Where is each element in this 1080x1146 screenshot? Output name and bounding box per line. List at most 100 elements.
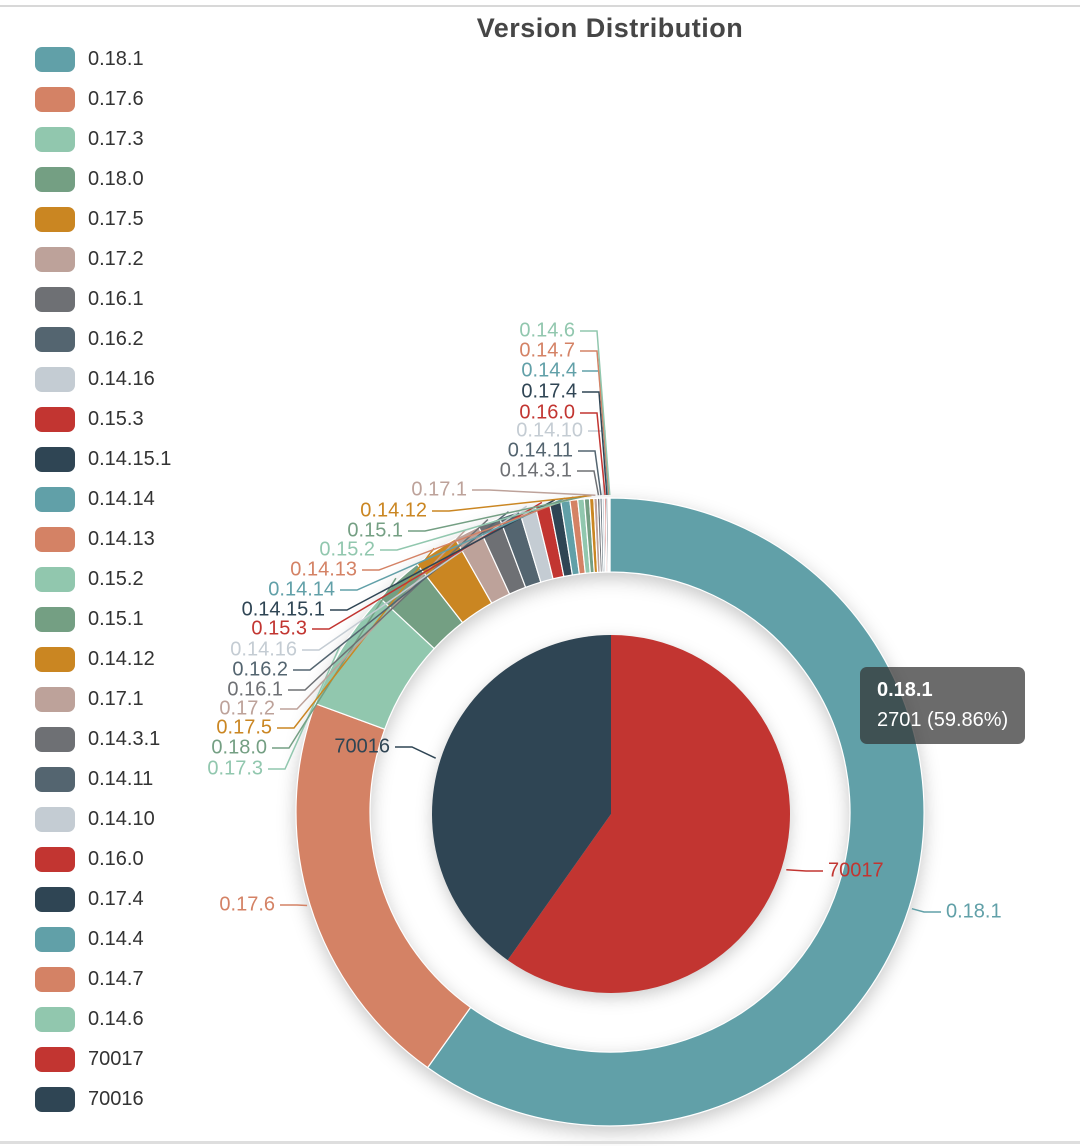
legend-item-0.14.11[interactable]: 0.14.11	[35, 767, 171, 792]
legend-swatch	[35, 847, 75, 872]
legend-swatch	[35, 367, 75, 392]
label-leader-line	[302, 505, 528, 651]
label-leader-line	[580, 412, 606, 496]
legend-item-0.18.1[interactable]: 0.18.1	[35, 47, 171, 72]
legend-item-0.14.4[interactable]: 0.14.4	[35, 927, 171, 952]
slice-label-0.14.15.1: 0.14.15.1	[242, 598, 325, 620]
legend-swatch	[35, 487, 75, 512]
legend-item-label: 0.17.3	[88, 128, 144, 150]
legend-swatch	[35, 327, 75, 352]
legend-swatch	[35, 127, 75, 152]
legend-item-0.18.0[interactable]: 0.18.0	[35, 167, 171, 192]
legend-item-0.16.2[interactable]: 0.16.2	[35, 327, 171, 352]
pie-slice-70017[interactable]	[507, 635, 791, 993]
label-leader-line	[786, 869, 823, 872]
legend-item-0.14.6[interactable]: 0.14.6	[35, 1007, 171, 1032]
slice-label-0.14.7: 0.14.7	[519, 339, 575, 361]
label-leader-line	[272, 577, 397, 749]
legend-item-label: 0.14.13	[88, 528, 155, 550]
label-leader-line	[577, 470, 600, 496]
chart-title: Version Distribution	[476, 13, 744, 43]
legend-item-0.17.6[interactable]: 0.17.6	[35, 87, 171, 112]
legend-swatch	[35, 607, 75, 632]
bottom-border-line	[0, 1141, 1080, 1144]
legend-item-0.14.10[interactable]: 0.14.10	[35, 807, 171, 832]
slice-label-70017: 70017	[828, 859, 884, 881]
slice-label-0.16.0: 0.16.0	[519, 401, 575, 423]
legend-swatch	[35, 887, 75, 912]
slice-label-0.18.0: 0.18.0	[211, 736, 267, 758]
legend-item-0.17.2[interactable]: 0.17.2	[35, 247, 171, 272]
legend-item-label: 0.15.1	[88, 608, 144, 630]
legend-swatch	[35, 1007, 75, 1032]
pie-slice-70016[interactable]	[432, 635, 611, 961]
legend-item-label: 70017	[88, 1048, 144, 1070]
legend-swatch	[35, 87, 75, 112]
legend-item-0.17.4[interactable]: 0.17.4	[35, 887, 171, 912]
legend-swatch	[35, 247, 75, 272]
slice-label-0.18.1: 0.18.1	[946, 900, 1002, 922]
legend-swatch	[35, 527, 75, 552]
legend-item-0.14.7[interactable]: 0.14.7	[35, 967, 171, 992]
label-leader-line	[380, 495, 581, 551]
legend-item-70017[interactable]: 70017	[35, 1047, 171, 1072]
legend-item-label: 0.15.3	[88, 408, 144, 430]
slice-label-0.14.4: 0.14.4	[521, 359, 577, 381]
slice-label-0.14.12: 0.14.12	[360, 499, 427, 521]
legend-item-0.14.16[interactable]: 0.14.16	[35, 367, 171, 392]
slice-label-0.14.6: 0.14.6	[519, 319, 575, 341]
slice-label-0.17.3: 0.17.3	[207, 757, 263, 779]
slice-label-0.17.4: 0.17.4	[521, 380, 577, 402]
slice-label-0.14.11: 0.14.11	[508, 439, 573, 461]
legend-item-70016[interactable]: 70016	[35, 1087, 171, 1112]
slice-label-0.15.1: 0.15.1	[347, 519, 403, 541]
legend-item-label: 0.17.6	[88, 88, 144, 110]
slice-label-0.17.2: 0.17.2	[219, 697, 275, 719]
legend-item-label: 0.14.10	[88, 808, 155, 830]
top-border-line	[0, 5, 1080, 7]
legend-item-0.14.12[interactable]: 0.14.12	[35, 647, 171, 672]
label-leader-line	[472, 489, 596, 497]
legend-swatch	[35, 287, 75, 312]
legend-swatch	[35, 1087, 75, 1112]
legend-swatch	[35, 567, 75, 592]
legend-item-0.15.1[interactable]: 0.15.1	[35, 607, 171, 632]
legend-item-0.17.5[interactable]: 0.17.5	[35, 207, 171, 232]
legend-item-0.14.15.1[interactable]: 0.14.15.1	[35, 447, 171, 472]
legend-swatch	[35, 727, 75, 752]
label-leader-line	[330, 499, 556, 611]
legend-item-label: 0.14.15.1	[88, 448, 172, 470]
legend-item-0.15.3[interactable]: 0.15.3	[35, 407, 171, 432]
legend-swatch	[35, 47, 75, 72]
legend-item-0.14.14[interactable]: 0.14.14	[35, 487, 171, 512]
legend-swatch	[35, 167, 75, 192]
legend-item-0.17.3[interactable]: 0.17.3	[35, 127, 171, 152]
slice-label-0.16.2: 0.16.2	[232, 658, 288, 680]
slice-label-0.16.1: 0.16.1	[227, 678, 283, 700]
legend-item-0.16.0[interactable]: 0.16.0	[35, 847, 171, 872]
legend-item-label: 0.14.12	[88, 648, 155, 670]
label-leader-line	[432, 494, 592, 512]
legend: 0.18.1 0.17.6 0.17.3 0.18.0 0.17.5 0.17.2 0.16…	[35, 47, 171, 1127]
label-leader-line	[362, 496, 574, 571]
legend-item-0.15.2[interactable]: 0.15.2	[35, 567, 171, 592]
label-leader-line	[582, 391, 608, 496]
legend-swatch	[35, 767, 75, 792]
slice-label-0.15.3: 0.15.3	[251, 617, 307, 639]
slice-label-0.14.3.1: 0.14.3.1	[500, 459, 572, 481]
legend-item-label: 0.18.0	[88, 168, 144, 190]
label-leader-line	[395, 746, 437, 759]
legend-item-0.14.3.1[interactable]: 0.14.3.1	[35, 727, 171, 752]
legend-item-label: 0.17.2	[88, 248, 144, 270]
legend-swatch	[35, 687, 75, 712]
legend-item-label: 0.14.14	[88, 488, 155, 510]
label-leader-line	[408, 495, 587, 532]
legend-item-0.16.1[interactable]: 0.16.1	[35, 287, 171, 312]
slice-label-0.17.1: 0.17.1	[411, 478, 467, 500]
legend-item-0.14.13[interactable]: 0.14.13	[35, 527, 171, 552]
legend-item-0.17.1[interactable]: 0.17.1	[35, 687, 171, 712]
slice-label-0.14.14: 0.14.14	[268, 578, 335, 600]
legend-item-label: 0.17.5	[88, 208, 144, 230]
legend-item-label: 0.14.16	[88, 368, 155, 390]
label-leader-line	[578, 450, 602, 496]
